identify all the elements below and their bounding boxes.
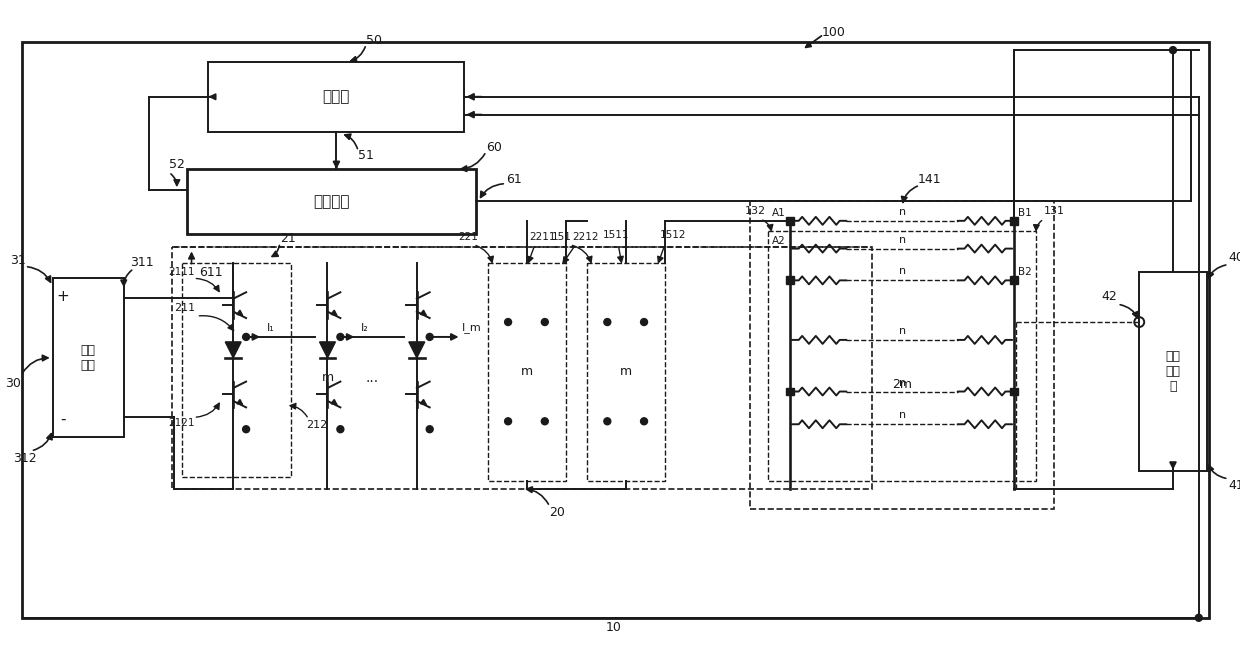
Circle shape bbox=[1169, 47, 1177, 54]
Bar bbox=[786, 276, 794, 284]
Bar bbox=[1011, 276, 1018, 284]
Bar bbox=[181, 262, 290, 477]
Circle shape bbox=[641, 319, 647, 325]
Text: 131: 131 bbox=[1043, 206, 1064, 216]
Bar bbox=[1140, 272, 1207, 471]
Text: ...: ... bbox=[366, 371, 378, 384]
Bar bbox=[786, 217, 794, 225]
Text: 100: 100 bbox=[822, 26, 846, 39]
Text: 20: 20 bbox=[549, 506, 564, 519]
Circle shape bbox=[243, 426, 249, 433]
Circle shape bbox=[505, 418, 512, 424]
Bar bbox=[588, 262, 665, 481]
Text: n: n bbox=[899, 326, 905, 336]
Circle shape bbox=[641, 418, 647, 424]
Text: I_m: I_m bbox=[461, 323, 481, 333]
Text: n: n bbox=[899, 207, 905, 217]
Text: 312: 312 bbox=[12, 453, 37, 466]
Bar bbox=[22, 42, 1209, 618]
Text: n: n bbox=[899, 266, 905, 276]
Text: 212: 212 bbox=[306, 420, 327, 430]
Text: 21: 21 bbox=[280, 232, 295, 245]
Text: 控制器: 控制器 bbox=[322, 89, 350, 104]
Circle shape bbox=[1195, 614, 1203, 621]
Polygon shape bbox=[320, 342, 336, 358]
Text: 驱动单元: 驱动单元 bbox=[314, 194, 350, 209]
Text: 151: 151 bbox=[552, 232, 572, 241]
Text: I₂: I₂ bbox=[361, 323, 370, 333]
Polygon shape bbox=[409, 342, 425, 358]
Text: 2211: 2211 bbox=[529, 232, 556, 241]
Text: 61: 61 bbox=[506, 173, 522, 186]
Text: 输出
传感
器: 输出 传感 器 bbox=[1166, 350, 1180, 393]
Text: 31: 31 bbox=[10, 254, 26, 267]
Text: 10: 10 bbox=[605, 621, 621, 634]
Bar bbox=[786, 388, 794, 396]
Circle shape bbox=[427, 426, 433, 433]
Text: 直流
单元: 直流 单元 bbox=[81, 344, 95, 372]
Text: 2212: 2212 bbox=[572, 232, 599, 241]
Bar bbox=[489, 262, 565, 481]
Bar bbox=[186, 169, 476, 234]
Text: 2111: 2111 bbox=[169, 268, 195, 277]
Bar bbox=[52, 278, 124, 437]
Bar bbox=[1011, 217, 1018, 225]
Text: 50: 50 bbox=[366, 33, 382, 47]
Text: 221: 221 bbox=[459, 232, 479, 241]
Bar bbox=[171, 247, 872, 489]
Circle shape bbox=[542, 319, 548, 325]
Text: n: n bbox=[899, 235, 905, 245]
Text: 42: 42 bbox=[1101, 290, 1117, 303]
Text: A2: A2 bbox=[773, 236, 786, 245]
Text: 60: 60 bbox=[486, 141, 502, 154]
Text: 132: 132 bbox=[745, 206, 766, 216]
Circle shape bbox=[542, 418, 548, 424]
Circle shape bbox=[604, 319, 611, 325]
Text: B1: B1 bbox=[1018, 208, 1032, 218]
Circle shape bbox=[337, 333, 343, 340]
Text: 2121: 2121 bbox=[169, 419, 195, 428]
Bar bbox=[208, 62, 465, 131]
Circle shape bbox=[427, 333, 433, 340]
Bar bbox=[750, 201, 1054, 508]
Circle shape bbox=[337, 426, 343, 433]
Text: m: m bbox=[620, 365, 632, 378]
Text: -: - bbox=[60, 412, 66, 427]
Text: 30: 30 bbox=[5, 377, 21, 390]
Bar bbox=[1011, 388, 1018, 396]
Bar bbox=[768, 231, 1037, 481]
Text: I₁: I₁ bbox=[267, 323, 275, 333]
Text: 1511: 1511 bbox=[603, 230, 630, 239]
Text: 611: 611 bbox=[200, 266, 223, 279]
Text: A1: A1 bbox=[773, 208, 786, 218]
Text: n: n bbox=[899, 378, 905, 388]
Text: 40: 40 bbox=[1229, 251, 1240, 264]
Circle shape bbox=[243, 333, 249, 340]
Text: 1512: 1512 bbox=[660, 230, 686, 239]
Circle shape bbox=[505, 319, 512, 325]
Text: 52: 52 bbox=[169, 157, 185, 171]
Text: 51: 51 bbox=[358, 149, 374, 162]
Circle shape bbox=[604, 418, 611, 424]
Text: n: n bbox=[899, 411, 905, 420]
Polygon shape bbox=[226, 342, 241, 358]
Text: m: m bbox=[521, 365, 533, 378]
Text: 311: 311 bbox=[130, 256, 154, 269]
Text: B2: B2 bbox=[1018, 268, 1032, 277]
Text: 211: 211 bbox=[174, 303, 195, 313]
Text: m: m bbox=[321, 371, 334, 384]
Text: 141: 141 bbox=[918, 173, 941, 186]
Text: +: + bbox=[56, 289, 69, 304]
Text: 41: 41 bbox=[1229, 480, 1240, 492]
Text: 2m: 2m bbox=[892, 378, 913, 391]
